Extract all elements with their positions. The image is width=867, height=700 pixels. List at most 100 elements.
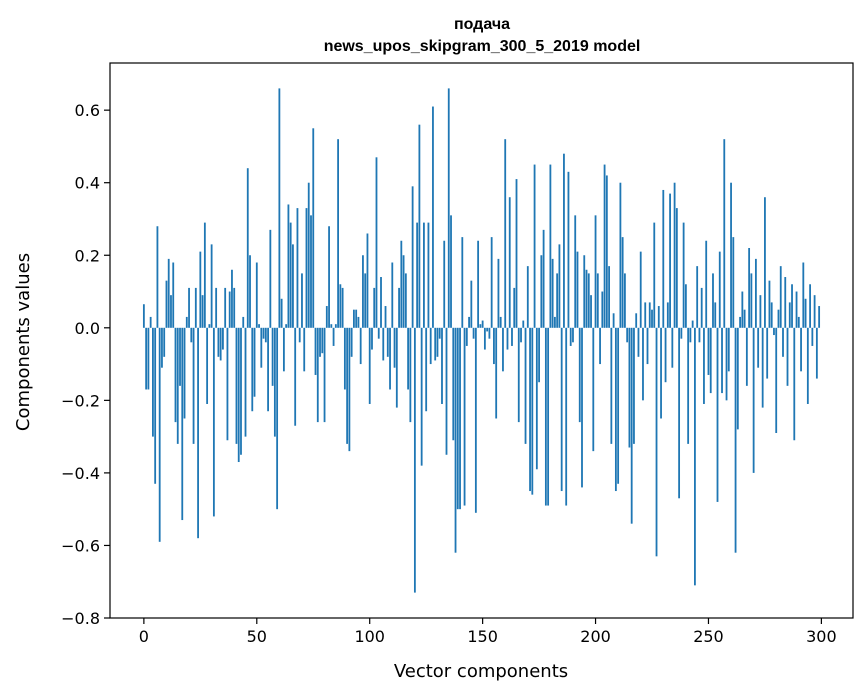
bar-12 (170, 295, 172, 328)
bar-113 (398, 287, 400, 328)
bar-243 (691, 320, 694, 328)
bar-247 (700, 287, 703, 328)
bar-114 (400, 240, 403, 328)
bar-111 (393, 327, 396, 368)
bar-130 (436, 327, 439, 357)
bar-95 (357, 316, 360, 328)
bar-64 (287, 204, 290, 328)
x-tick-label: 300 (806, 627, 837, 646)
bar-292 (802, 262, 805, 328)
bar-128 (432, 106, 434, 328)
bar-112 (395, 327, 398, 408)
bar-285 (786, 327, 789, 386)
bar-85 (334, 324, 337, 328)
bar-259 (727, 327, 730, 372)
bar-299 (818, 306, 821, 328)
bar-202 (599, 327, 601, 365)
bar-198 (590, 295, 592, 328)
bar-98 (364, 273, 367, 328)
bar-260 (730, 182, 732, 328)
bar-48 (251, 327, 254, 412)
bar-65 (289, 222, 292, 328)
bar-223 (646, 327, 649, 365)
bar-145 (470, 280, 473, 328)
bar-231 (664, 327, 667, 383)
bar-109 (389, 327, 391, 390)
bar-210 (617, 327, 620, 484)
bar-84 (332, 327, 335, 346)
bar-105 (380, 277, 382, 328)
x-tick-label: 0 (139, 627, 149, 646)
bar-146 (472, 327, 475, 339)
bar-233 (669, 193, 671, 328)
bar-280 (775, 327, 778, 433)
bar-192 (576, 251, 579, 328)
bar-252 (712, 273, 714, 328)
bar-77 (316, 327, 319, 423)
bar-196 (585, 269, 588, 328)
bar-9 (163, 327, 166, 357)
bar-208 (612, 313, 615, 328)
bar-20 (188, 287, 190, 328)
bar-36 (224, 287, 227, 328)
bar-286 (788, 302, 791, 328)
bar-155 (493, 327, 495, 365)
bar-271 (754, 258, 757, 328)
bar-199 (592, 327, 595, 452)
bar-222 (644, 302, 647, 328)
bar-23 (194, 287, 197, 328)
bar-207 (610, 327, 613, 444)
plot-frame (109, 62, 854, 619)
bar-274 (761, 327, 764, 408)
bar-149 (479, 324, 482, 328)
bar-101 (371, 327, 373, 350)
bar-78 (319, 327, 321, 357)
bar-258 (725, 327, 728, 401)
bar-191 (574, 215, 577, 328)
bar-179 (547, 327, 550, 506)
bar-143 (465, 327, 468, 346)
bar-72 (305, 208, 308, 328)
bar-93 (353, 309, 355, 328)
bar-225 (651, 309, 653, 328)
bar-188 (567, 171, 570, 328)
bar-253 (714, 302, 717, 328)
y-tick-label: −0.8 (61, 609, 100, 628)
bar-165 (515, 179, 518, 328)
bar-201 (596, 273, 599, 328)
x-tick-label: 150 (467, 627, 498, 646)
bar-88 (341, 287, 344, 328)
bar-241 (687, 327, 690, 444)
bar-104 (377, 327, 380, 339)
bar-214 (626, 327, 629, 343)
bar-270 (752, 327, 755, 473)
bar-190 (572, 327, 574, 343)
bar-129 (434, 327, 437, 361)
bar-62 (282, 327, 285, 372)
bar-1 (145, 327, 148, 390)
bar-184 (558, 244, 561, 328)
bar-32 (215, 287, 218, 328)
bar-138 (454, 327, 457, 553)
bar-216 (630, 327, 633, 524)
bar-42 (237, 327, 240, 463)
bar-265 (741, 291, 744, 328)
bar-256 (721, 327, 723, 394)
bar-186 (563, 153, 565, 328)
bar-86 (337, 139, 339, 328)
bar-70 (301, 273, 303, 328)
bar-200 (594, 215, 597, 328)
bar-211 (619, 182, 622, 328)
bar-281 (777, 309, 780, 328)
bar-181 (551, 258, 554, 328)
bar-79 (321, 327, 324, 354)
y-tick-label: 0.2 (75, 246, 100, 265)
bar-287 (791, 284, 793, 328)
bar-107 (384, 306, 387, 328)
bar-273 (759, 295, 762, 328)
bar-163 (511, 327, 513, 346)
bar-220 (639, 251, 642, 328)
x-tick-label: 100 (354, 627, 385, 646)
bar-122 (418, 124, 421, 328)
